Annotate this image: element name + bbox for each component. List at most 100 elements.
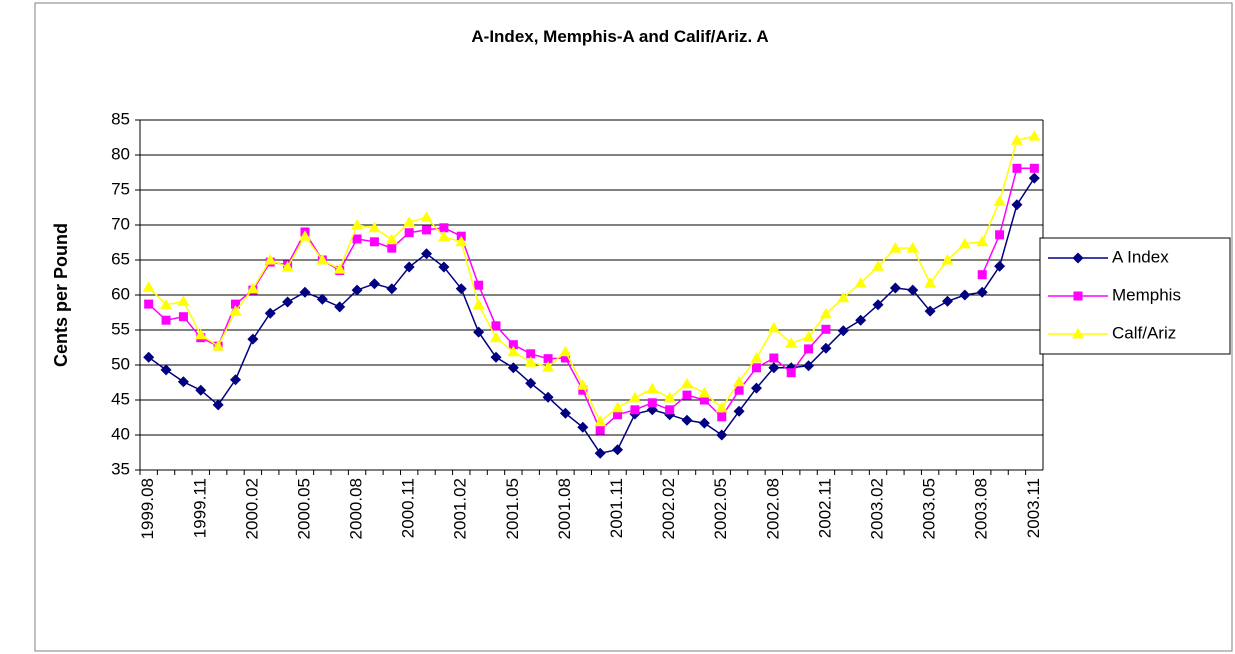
data-point	[924, 305, 936, 317]
data-point	[837, 291, 850, 303]
data-point	[576, 379, 589, 390]
series	[142, 130, 1041, 427]
data-point	[439, 223, 449, 233]
x-tick-label: 2001.11	[607, 478, 626, 538]
data-point	[837, 325, 849, 337]
data-point	[161, 315, 171, 325]
data-point	[977, 270, 987, 280]
data-point	[994, 260, 1006, 272]
data-point	[785, 337, 798, 348]
series-line	[148, 177, 1035, 455]
data-point	[421, 248, 433, 260]
data-point	[437, 230, 450, 242]
data-point	[178, 312, 188, 322]
data-point	[194, 328, 207, 340]
data-point	[681, 377, 694, 389]
data-point	[889, 242, 902, 253]
data-point	[143, 351, 155, 363]
data-point	[716, 429, 728, 441]
data-point	[1011, 199, 1023, 211]
data-point	[628, 391, 641, 403]
data-point	[246, 282, 259, 294]
data-point	[231, 299, 241, 309]
x-tick-label: 2002.02	[659, 478, 678, 539]
data-point	[247, 333, 259, 345]
data-point	[160, 298, 173, 310]
data-point	[941, 254, 954, 265]
data-point	[733, 405, 745, 417]
data-point	[941, 295, 953, 307]
y-tick-label: 75	[111, 179, 130, 198]
data-point	[717, 412, 727, 422]
y-tick-label: 40	[111, 424, 130, 443]
data-point	[352, 234, 362, 244]
data-point	[420, 211, 433, 222]
data-point	[995, 230, 1005, 240]
data-point	[958, 237, 971, 249]
data-point	[195, 384, 207, 396]
data-point	[351, 284, 363, 296]
data-point	[403, 261, 415, 273]
y-tick-label: 35	[111, 459, 130, 478]
data-point	[594, 447, 606, 459]
data-point	[907, 284, 919, 296]
data-point	[524, 356, 537, 367]
data-point	[821, 324, 831, 334]
data-point	[819, 307, 832, 319]
data-point	[489, 331, 502, 343]
data-point	[316, 254, 329, 265]
data-point	[959, 289, 971, 301]
x-tick-label: 2001.05	[503, 478, 522, 539]
data-point	[264, 307, 276, 319]
data-point	[976, 235, 989, 247]
x-tick-label: 2000.02	[242, 478, 261, 539]
data-point	[1072, 328, 1084, 339]
data-point	[281, 261, 294, 272]
legend-label: Memphis	[1112, 285, 1181, 304]
data-point	[369, 237, 379, 247]
data-point	[543, 354, 553, 364]
data-point	[872, 299, 884, 311]
data-point	[472, 298, 485, 310]
data-point	[681, 414, 693, 426]
series-line	[148, 135, 1035, 423]
data-point	[854, 277, 867, 288]
x-tick-label: 2000.05	[294, 478, 313, 539]
data-point	[177, 295, 190, 306]
data-point	[386, 283, 398, 295]
data-point	[1010, 134, 1023, 145]
x-tick-label: 2003.02	[868, 478, 887, 539]
data-point	[682, 390, 692, 400]
data-point	[976, 286, 988, 298]
x-tick-label: 1999.08	[138, 478, 157, 539]
legend-label: A Index	[1112, 247, 1169, 266]
data-point	[333, 263, 346, 274]
data-point	[299, 286, 311, 298]
data-point	[282, 296, 294, 308]
data-point	[404, 228, 414, 238]
data-point	[508, 340, 518, 350]
data-point	[455, 283, 467, 295]
data-point	[698, 387, 711, 398]
data-point	[612, 444, 624, 456]
data-point	[422, 225, 432, 235]
data-point	[473, 326, 485, 338]
data-point	[613, 410, 623, 420]
data-point	[1073, 291, 1083, 301]
x-tick-label: 2002.11	[815, 478, 834, 538]
data-point	[542, 391, 554, 403]
data-point	[751, 363, 761, 373]
data-point	[786, 368, 796, 378]
data-point	[665, 405, 675, 415]
data-point	[387, 243, 397, 253]
data-point	[1028, 130, 1041, 141]
data-point	[1029, 163, 1039, 173]
data-point	[594, 415, 607, 427]
data-point	[993, 195, 1006, 206]
chart-title: A-Index, Memphis-A and Calif/Ariz. A	[471, 27, 768, 46]
data-point	[559, 407, 571, 419]
data-point	[750, 352, 763, 363]
data-point	[663, 391, 676, 403]
x-tick-label: 2002.08	[763, 478, 782, 539]
y-tick-label: 70	[111, 214, 130, 233]
